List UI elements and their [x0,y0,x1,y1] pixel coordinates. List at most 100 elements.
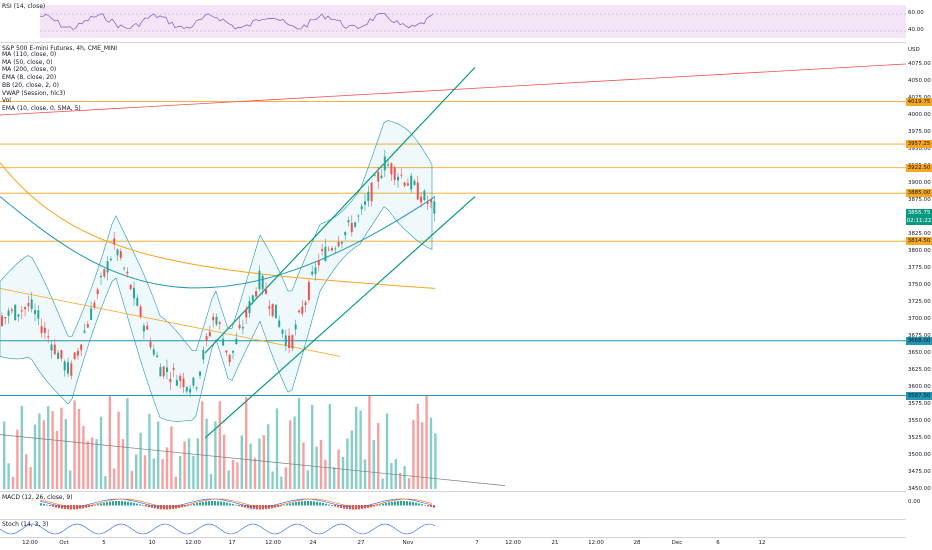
volume-bar [64,419,67,489]
macd-bar [394,501,396,506]
macd-bar [397,501,399,506]
volume-bar [267,424,270,489]
volume-bar [333,467,336,489]
candle-body [304,302,307,305]
time-tick: 7 [475,540,479,546]
candle-body [60,350,63,359]
volume-bar [236,462,239,489]
macd-bar [94,505,96,506]
volume-bar [407,478,411,489]
candle-body [47,336,50,338]
price-badge: 3668.00 [906,336,932,345]
macd-bar [235,504,237,506]
volume-bar [7,463,10,489]
macd-bar [253,505,255,510]
ma-200-line [0,162,436,289]
time-tick: 12:00 [588,540,604,546]
macd-bar [244,505,246,508]
price-tick: 3750.00 [908,282,931,288]
time-tick: Dec [671,540,683,546]
candle-body [403,182,406,186]
volume-bar [297,397,301,489]
volume-bar [11,476,15,489]
candle-body [24,307,27,310]
time-tick: 28 [633,540,641,546]
macd-bar [73,505,75,510]
rsi-line [39,13,434,30]
candle-body [34,310,36,314]
candle-body [70,363,73,376]
candle-body [397,176,399,181]
legend-vol[interactable]: Vol [2,97,11,105]
time-tick: 5 [102,540,106,546]
volume-bar [157,421,160,489]
macd-bar [385,502,387,506]
price-badge: 3814.50 [906,237,932,246]
candle-body [274,304,277,319]
legend-ema-8[interactable]: EMA (8, close, 20) [2,74,57,82]
volume-bar [201,401,204,489]
legend-bb[interactable]: BB (20, close, 2, 0) [2,81,59,89]
time-axis-separator [0,537,906,538]
volume-bar [139,432,142,489]
candle-body [251,295,254,301]
macd-bar [247,505,249,509]
macd-bar [88,505,90,508]
candle-body [311,271,314,275]
candle-body [215,317,218,325]
candle-body [255,291,258,297]
chart-title: S&P 500 E-mini Futures, 4h, CME_MINI [2,45,118,52]
candle-body [406,183,409,186]
pane-separator [0,491,906,492]
macd-bar [337,505,339,508]
time-tick: 12:00 [22,540,38,546]
candle-body [228,354,231,363]
candle-body [43,327,46,333]
macd-bar [301,501,303,506]
macd-bar [208,501,210,506]
legend-ma-110[interactable]: MA (110, close, 0) [2,51,57,58]
candle-body [96,289,99,295]
volume-bar [399,472,402,489]
macd-bar [46,504,48,506]
macd-bar [325,503,327,506]
macd-label: MACD (12, 26, close, 9) [2,494,73,501]
candle-body [192,377,195,386]
macd-bar [406,501,408,506]
candle-body [195,387,198,389]
volume-bar [416,403,419,489]
volume-bar [104,476,107,489]
macd-bar [286,504,288,506]
candle-body [169,378,172,383]
macd-bar [391,501,393,506]
legend-ma-50[interactable]: MA (50, close, 0) [2,58,53,66]
candle-body [400,174,403,176]
pane-separator [0,519,906,520]
volume-bar [372,439,375,489]
volume-bar [121,439,125,489]
legend-vwap[interactable]: VWAP (Session, hlc3) [2,89,66,97]
macd-bar [232,504,234,506]
legend-ma-200[interactable]: MA (200, close, 0) [2,66,57,74]
candle-body [80,344,83,351]
volume-bar [289,420,292,489]
macd-bar [304,501,306,506]
price-tick: 3675.00 [908,333,931,339]
macd-bar [127,501,129,506]
macd-bar [373,505,375,507]
candle-body [241,326,244,329]
volume-bar [253,457,257,489]
legend-ema-10[interactable]: EMA (10, close, 0, SMA, 5) [2,104,81,112]
macd-bar [313,501,315,506]
volume-bar [183,441,186,489]
volume-bar [306,470,309,489]
macd-bar [145,505,147,507]
candle-body [119,251,122,258]
stoch-k-line [0,523,436,535]
price-axis[interactable]: 60.00 40.00 USD 4075.004050.004025.00400… [906,0,932,538]
time-tick: 6 [716,540,720,546]
candle-body [317,260,320,266]
volume-bar [179,455,182,489]
volume-bar [174,476,177,489]
